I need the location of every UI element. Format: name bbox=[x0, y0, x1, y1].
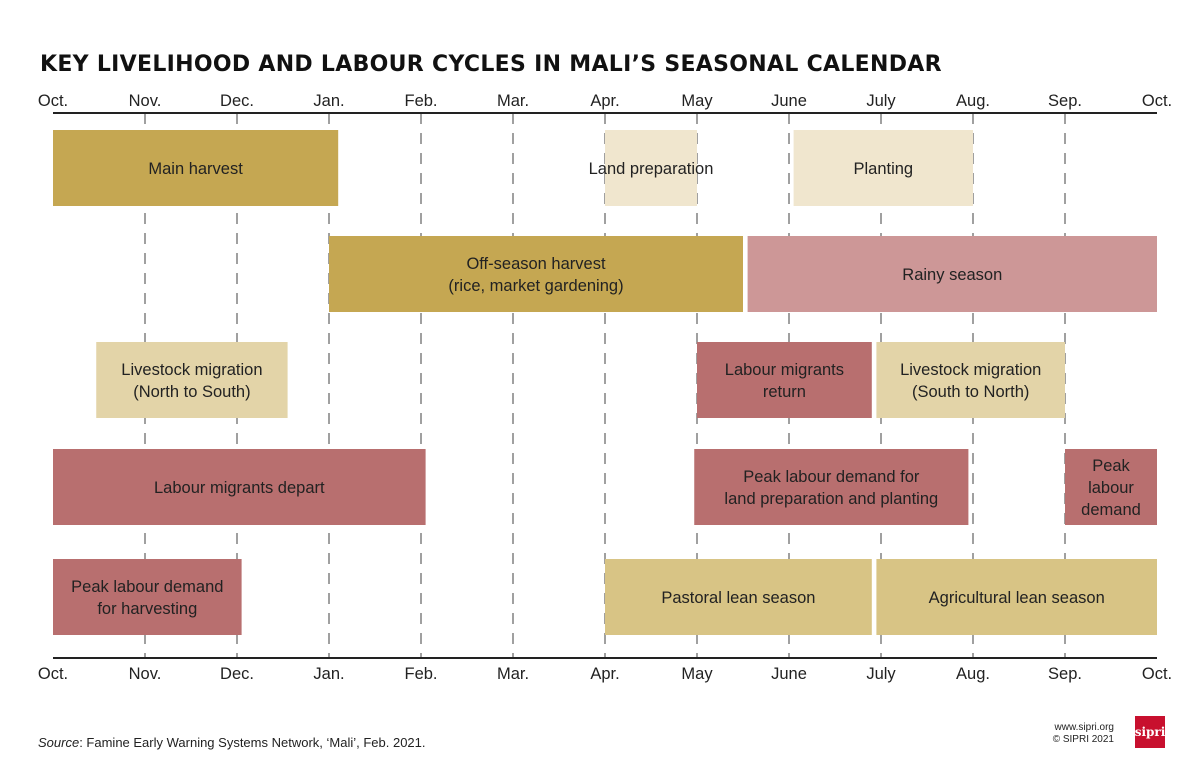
top-month-label: Oct. bbox=[38, 92, 68, 110]
season-bar: Agricultural lean season bbox=[876, 559, 1157, 635]
month-axes: Oct. Nov. Dec. Jan. Feb. Mar. Apr. May June July A… bbox=[38, 92, 1172, 683]
season-bar-label: Planting bbox=[853, 160, 913, 178]
bottom-month-label: July bbox=[866, 665, 896, 683]
season-bar-rect bbox=[53, 130, 339, 206]
website-link[interactable]: www.sipri.org bbox=[1054, 722, 1114, 733]
bottom-month-label: Apr. bbox=[590, 665, 619, 683]
season-bar-rect bbox=[697, 342, 872, 418]
season-bar-rect bbox=[605, 130, 697, 206]
season-bar-label: Main harvest bbox=[148, 160, 243, 178]
bottom-month-label: Mar. bbox=[497, 665, 529, 683]
season-bar: Pastoral lean season bbox=[605, 559, 872, 635]
season-bar-rect bbox=[793, 130, 973, 206]
season-bar-label: Peak labour demand for bbox=[743, 468, 920, 486]
season-bar-rect bbox=[876, 342, 1065, 418]
source-text: : Famine Early Warning Systems Network, … bbox=[79, 735, 426, 750]
top-month-label: Oct. bbox=[1142, 92, 1172, 110]
season-bar: Livestock migration (South to North) bbox=[876, 342, 1065, 418]
chart-title: KEY LIVELIHOOD AND LABOUR CYCLES IN MALI… bbox=[40, 52, 942, 77]
season-bar-rect bbox=[876, 559, 1157, 635]
season-bar-label: Off-season harvest bbox=[466, 255, 606, 273]
season-bar-rect bbox=[605, 559, 872, 635]
season-bar-label: Peak bbox=[1092, 457, 1130, 475]
bottom-month-label: Sep. bbox=[1048, 665, 1082, 683]
top-month-label: Nov. bbox=[129, 92, 162, 110]
season-bar-label: Pastoral lean season bbox=[661, 589, 815, 607]
season-bar-label: Livestock migration bbox=[121, 361, 262, 379]
season-bar: Main harvest bbox=[53, 130, 339, 206]
season-bar-label: return bbox=[763, 383, 806, 401]
bottom-month-label: Oct. bbox=[38, 665, 68, 683]
bottom-month-label: Nov. bbox=[129, 665, 162, 683]
season-bar-label: (North to South) bbox=[133, 383, 250, 401]
top-month-label: June bbox=[771, 92, 807, 110]
season-bar-label: (South to North) bbox=[912, 383, 1029, 401]
season-bar-label: (rice, market gardening) bbox=[448, 277, 623, 295]
season-bar-label: labour bbox=[1088, 479, 1134, 497]
season-bar-rect bbox=[53, 559, 242, 635]
season-bar-label: Peak labour demand bbox=[71, 578, 223, 596]
season-bar-label: for harvesting bbox=[97, 600, 197, 618]
season-bar-label: Land preparation bbox=[589, 160, 714, 178]
season-bar: Peak labour demand for land preparation a… bbox=[694, 449, 969, 525]
top-month-label: Feb. bbox=[404, 92, 437, 110]
season-bar: Off-season harvest (rice, market gardenin… bbox=[329, 236, 743, 312]
season-bar-rect bbox=[747, 236, 1157, 312]
season-bar-label: Agricultural lean season bbox=[929, 589, 1105, 607]
publisher-info: www.sipri.org © SIPRI 2021 bbox=[1053, 722, 1114, 746]
top-month-label: May bbox=[681, 92, 713, 110]
season-bar-rect bbox=[1065, 449, 1157, 525]
season-bar-label: demand bbox=[1081, 501, 1141, 519]
season-bar: Labour migrants depart bbox=[53, 449, 426, 525]
top-month-label: Apr. bbox=[590, 92, 619, 110]
bottom-month-label: Oct. bbox=[1142, 665, 1172, 683]
bottom-month-label: Jan. bbox=[313, 665, 344, 683]
season-bar-rect bbox=[53, 449, 426, 525]
bottom-month-label: Aug. bbox=[956, 665, 990, 683]
top-month-label: Jan. bbox=[313, 92, 344, 110]
source-label: Source bbox=[38, 735, 80, 750]
season-bar-label: land preparation and planting bbox=[724, 490, 938, 508]
top-month-label: Sep. bbox=[1048, 92, 1082, 110]
bottom-month-label: May bbox=[681, 665, 713, 683]
season-bar-rect bbox=[329, 236, 743, 312]
season-bar-rect bbox=[694, 449, 969, 525]
season-bars: Main harvest Land preparation Planting Off-… bbox=[53, 130, 1157, 635]
logo-text: sipri bbox=[1134, 725, 1166, 739]
top-month-label: July bbox=[866, 92, 896, 110]
top-month-label: Aug. bbox=[956, 92, 990, 110]
season-bar: Livestock migration (North to South) bbox=[96, 342, 288, 418]
season-bar: Land preparation bbox=[589, 130, 714, 206]
season-bar: Peak labour demand for harvesting bbox=[53, 559, 242, 635]
season-bar: Planting bbox=[793, 130, 973, 206]
season-bar-rect bbox=[96, 342, 288, 418]
season-bar-label: Livestock migration bbox=[900, 361, 1041, 379]
season-bar-label: Labour migrants bbox=[725, 361, 844, 379]
season-bar: Peak labour demand bbox=[1065, 449, 1157, 525]
bottom-month-label: Dec. bbox=[220, 665, 254, 683]
bottom-month-label: Feb. bbox=[404, 665, 437, 683]
season-bar: Labour migrants return bbox=[697, 342, 872, 418]
top-month-label: Mar. bbox=[497, 92, 529, 110]
season-bar: Rainy season bbox=[747, 236, 1157, 312]
source-note: Source: Famine Early Warning Systems Net… bbox=[38, 735, 426, 750]
season-bar-label: Rainy season bbox=[902, 266, 1002, 284]
top-month-label: Dec. bbox=[220, 92, 254, 110]
copyright-text: © SIPRI 2021 bbox=[1052, 734, 1114, 745]
sipri-logo: sipri bbox=[1135, 716, 1165, 748]
bottom-month-label: June bbox=[771, 665, 807, 683]
season-bar-label: Labour migrants depart bbox=[154, 479, 325, 497]
